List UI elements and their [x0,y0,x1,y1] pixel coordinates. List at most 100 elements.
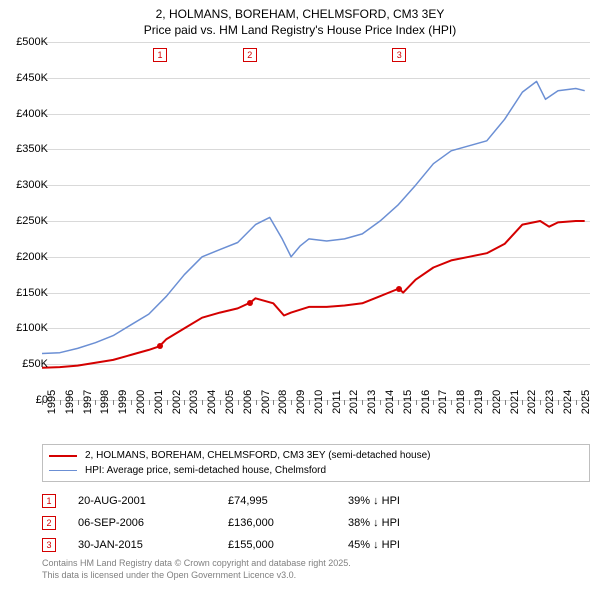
x-axis-tick [273,400,274,405]
x-axis-tick [42,400,43,405]
x-axis-tick [380,400,381,405]
x-axis-tick-label: 2006 [242,390,254,414]
x-axis-tick-label: 2003 [188,390,200,414]
sales-row-diff: 45% ↓ HPI [348,539,590,551]
x-axis-tick-label: 2005 [224,390,236,414]
x-axis-tick-label: 2019 [473,390,485,414]
x-axis-tick [522,400,523,405]
x-axis-tick-label: 2023 [544,390,556,414]
x-axis-tick-label: 2002 [171,390,183,414]
x-axis-tick-label: 2011 [331,390,343,414]
x-axis-tick-label: 2000 [135,390,147,414]
x-axis-tick [113,400,114,405]
sales-row-date: 06-SEP-2006 [78,517,228,529]
x-axis-tick-label: 2004 [206,390,218,414]
sales-row-price: £136,000 [228,517,348,529]
x-axis-tick-label: 2015 [402,390,414,414]
x-axis-tick [344,400,345,405]
y-axis-tick-label: £350K [8,143,48,155]
y-axis-tick-label: £150K [8,287,48,299]
title-line-1: 2, HOLMANS, BOREHAM, CHELMSFORD, CM3 3EY [0,6,600,22]
x-axis-tick [184,400,185,405]
x-axis-tick [78,400,79,405]
y-axis-tick-label: £50K [8,358,48,370]
chart-title: 2, HOLMANS, BOREHAM, CHELMSFORD, CM3 3EY… [0,0,600,38]
sales-table-row: 1 20-AUG-2001£74,99539% ↓ HPI [42,490,590,512]
chart-lines [42,42,590,400]
x-axis-tick-label: 2014 [384,390,396,414]
x-axis-tick [558,400,559,405]
y-axis-tick-label: £500K [8,36,48,48]
legend-label: HPI: Average price, semi-detached house,… [85,463,326,478]
x-axis-tick [540,400,541,405]
sales-row-price: £155,000 [228,539,348,551]
sales-row-marker-icon: 2 [42,516,56,530]
y-axis-tick-label: £400K [8,108,48,120]
y-axis-tick-label: £450K [8,72,48,84]
legend-label: 2, HOLMANS, BOREHAM, CHELMSFORD, CM3 3EY… [85,448,430,463]
x-axis-tick-label: 1997 [82,390,94,414]
x-axis-tick-label: 2010 [313,390,325,414]
sales-row-date: 30-JAN-2015 [78,539,228,551]
x-axis-tick [309,400,310,405]
sales-row-price: £74,995 [228,495,348,507]
y-axis-tick-label: £300K [8,179,48,191]
x-axis-tick-label: 2018 [455,390,467,414]
x-axis-tick-label: 2020 [491,390,503,414]
x-axis-tick [327,400,328,405]
x-axis-tick-label: 1996 [64,390,76,414]
footer-line: This data is licensed under the Open Gov… [42,570,351,582]
x-axis-tick-label: 2013 [366,390,378,414]
title-line-2: Price paid vs. HM Land Registry's House … [0,22,600,38]
x-axis-tick [469,400,470,405]
series-line-hpi [42,81,585,353]
x-axis-tick [487,400,488,405]
x-axis-tick-label: 2022 [526,390,538,414]
x-axis-tick [167,400,168,405]
x-axis-tick [416,400,417,405]
sales-table: 1 20-AUG-2001£74,99539% ↓ HPI 2 06-SEP-2006… [42,490,590,556]
y-axis-tick-label: £100K [8,322,48,334]
x-axis-tick-label: 1998 [99,390,111,414]
sales-row-marker-icon: 3 [42,538,56,552]
legend-item-hpi: HPI: Average price, semi-detached house,… [49,463,583,478]
x-axis-tick [451,400,452,405]
x-axis-tick [256,400,257,405]
y-axis-tick-label: £250K [8,215,48,227]
sales-table-row: 2 06-SEP-2006£136,00038% ↓ HPI [42,512,590,534]
sales-row-diff: 38% ↓ HPI [348,517,590,529]
x-axis-tick [131,400,132,405]
y-axis-tick-label: £200K [8,251,48,263]
sales-row-diff: 39% ↓ HPI [348,495,590,507]
x-axis-tick-label: 2001 [153,390,165,414]
x-axis-tick-label: 2025 [580,390,592,414]
legend-swatch-icon [49,470,77,471]
x-axis-tick [95,400,96,405]
x-axis-tick-label: 1999 [117,390,129,414]
x-axis-tick [149,400,150,405]
x-axis-tick-label: 1995 [46,390,58,414]
x-axis-tick [60,400,61,405]
x-axis-tick [291,400,292,405]
x-axis-tick-label: 2008 [277,390,289,414]
x-axis-tick [238,400,239,405]
x-axis-tick-label: 2017 [437,390,449,414]
legend-swatch-icon [49,455,77,457]
x-axis-tick [362,400,363,405]
sales-row-date: 20-AUG-2001 [78,495,228,507]
chart-plot-area: 123 [42,42,590,400]
sales-row-marker-icon: 1 [42,494,56,508]
series-line-price_paid [42,221,585,368]
sales-table-row: 3 30-JAN-2015£155,00045% ↓ HPI [42,534,590,556]
legend: 2, HOLMANS, BOREHAM, CHELMSFORD, CM3 3EY… [42,444,590,482]
x-axis-tick [576,400,577,405]
x-axis-tick [505,400,506,405]
x-axis-tick [398,400,399,405]
footer-attribution: Contains HM Land Registry data © Crown c… [42,558,351,581]
x-axis-tick-label: 2016 [420,390,432,414]
legend-item-price-paid: 2, HOLMANS, BOREHAM, CHELMSFORD, CM3 3EY… [49,448,583,463]
x-axis-tick-label: 2007 [260,390,272,414]
x-axis-tick [220,400,221,405]
x-axis-tick-label: 2021 [509,390,521,414]
x-axis-tick-label: 2024 [562,390,574,414]
